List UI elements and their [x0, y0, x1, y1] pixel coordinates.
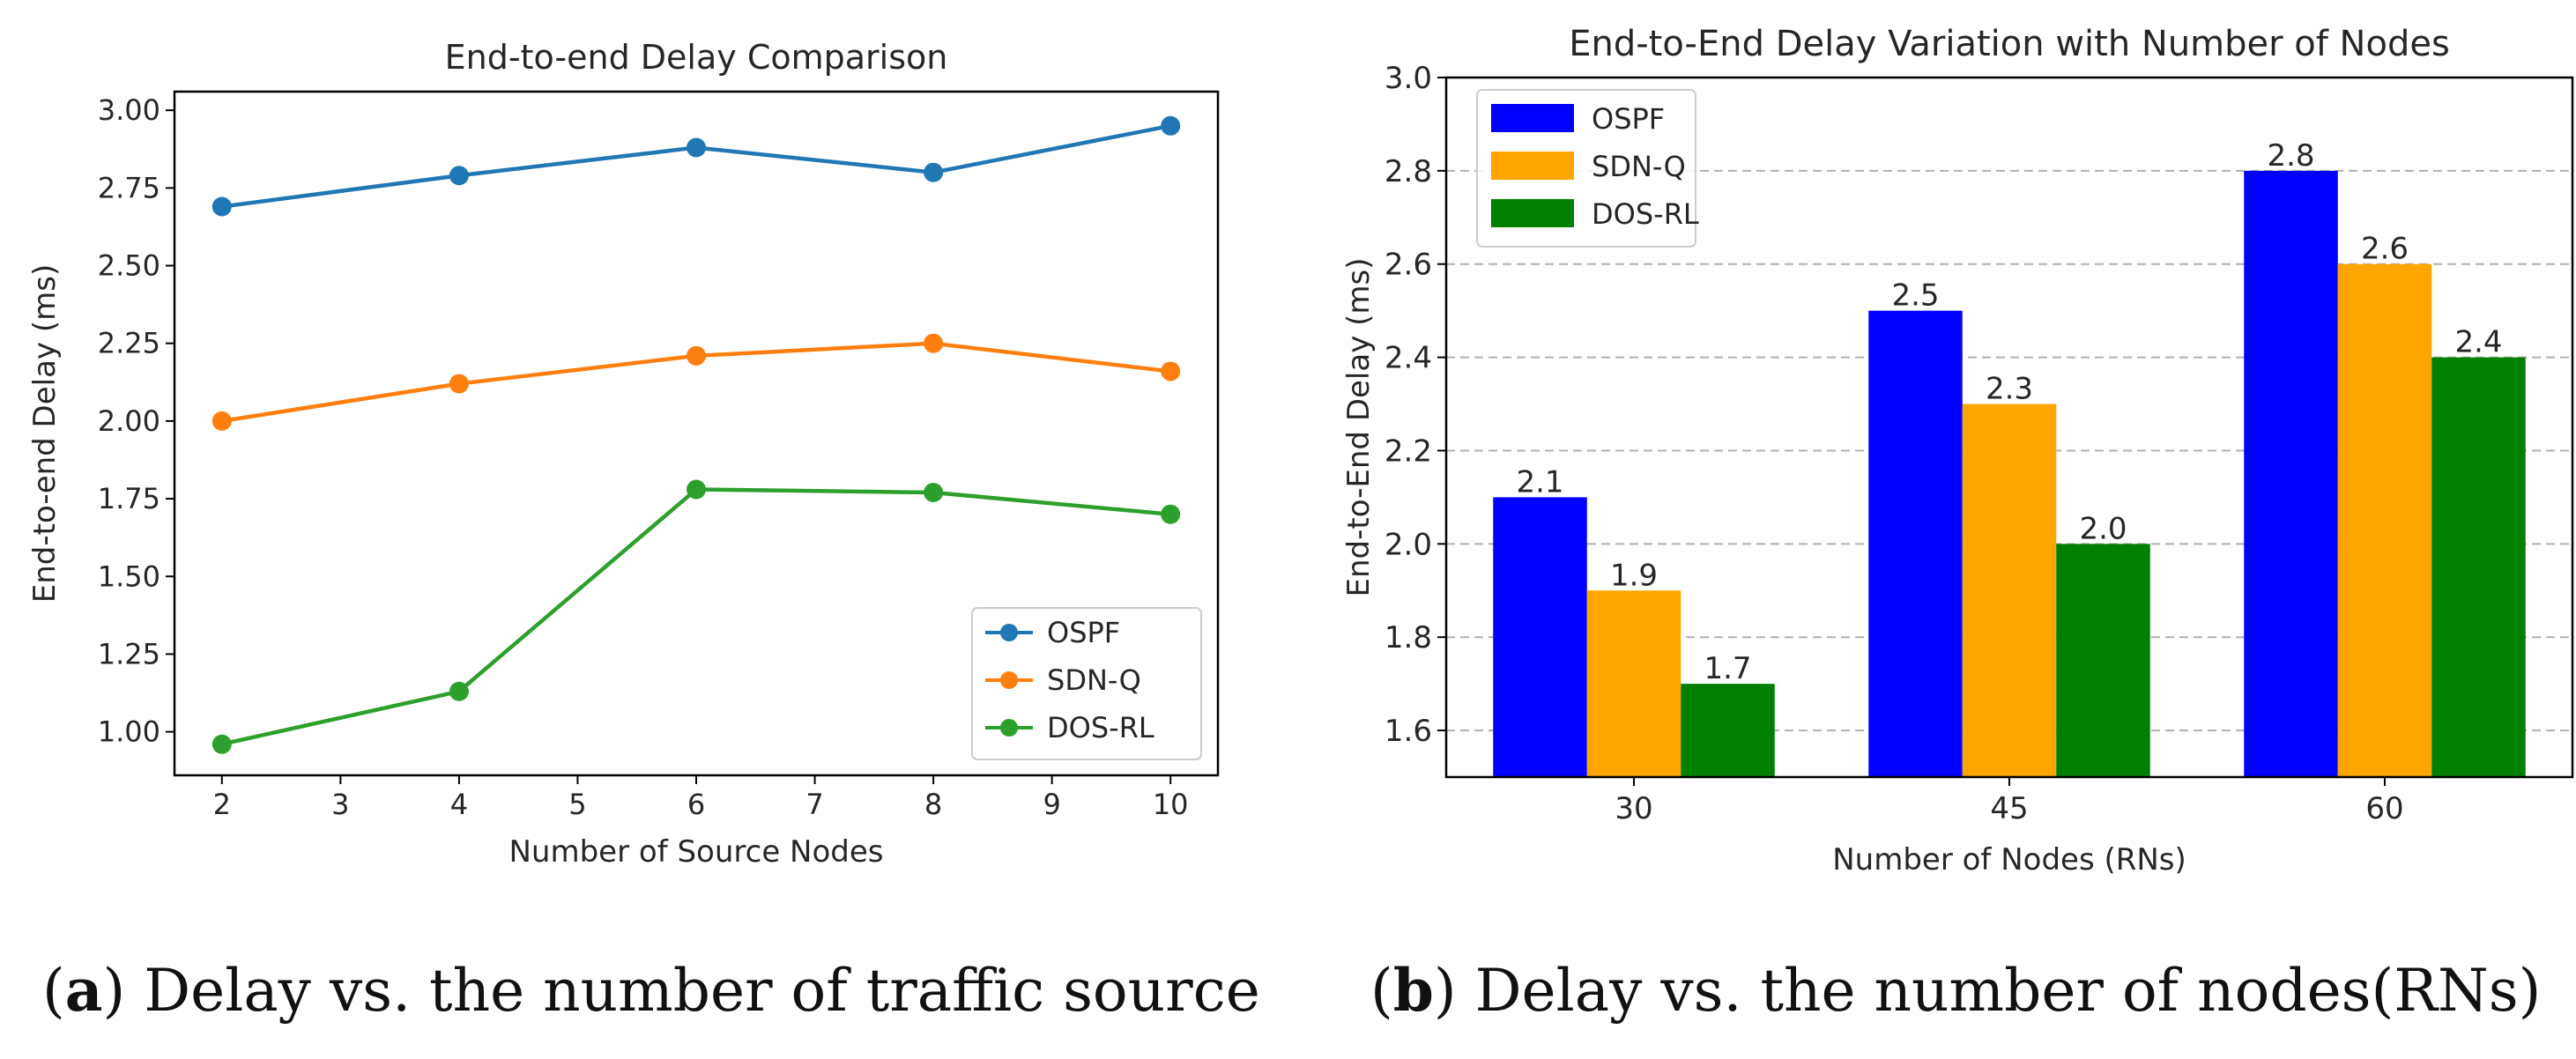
data-point-sdnq — [449, 374, 469, 394]
bar-value-label: 2.3 — [1986, 372, 2033, 407]
data-point-sdnq — [212, 411, 232, 431]
line-chart-legend: OSPF SDN-Q DOS-RL — [971, 607, 1202, 760]
y-tick-label: 2.00 — [98, 404, 160, 438]
data-point-sdnq — [1161, 361, 1181, 381]
bar-chart-x-label: Number of Nodes (RNs) — [1832, 842, 2186, 878]
bar-chart-legend: OSPF SDN-Q DOS-RL — [1476, 89, 1699, 248]
legend-label-sdnq: SDN-Q — [1047, 663, 1141, 697]
x-category-label: 45 — [1990, 791, 2028, 826]
bar-value-label: 2.6 — [2361, 232, 2409, 267]
data-point-sdnq — [924, 333, 944, 353]
y-tick-label: 2.2 — [1385, 433, 1432, 469]
y-tick-label: 2.75 — [98, 171, 160, 204]
x-tick-label: 8 — [924, 788, 942, 821]
bar-value-label: 2.8 — [2267, 138, 2314, 174]
data-point-ospf — [1161, 115, 1181, 136]
x-category-label: 60 — [2365, 791, 2403, 826]
line-chart-y-label: End-to-end Delay (ms) — [27, 264, 63, 603]
bar-value-label: 2.0 — [2079, 511, 2127, 546]
y-tick-label: 1.6 — [1385, 714, 1432, 749]
y-tick-label: 3.0 — [1385, 61, 1432, 96]
line-chart-x-axis: 2 3 4 5 6 7 8 9 10 — [213, 775, 1189, 821]
bar-chart-title: End-to-End Delay Variation with Number o… — [1569, 24, 2450, 64]
bar-dosrl — [2056, 544, 2150, 777]
data-point-ospf — [449, 166, 469, 186]
y-tick-label: 2.8 — [1385, 154, 1432, 189]
x-tick-label: 9 — [1043, 788, 1060, 821]
data-point-ospf — [687, 137, 706, 158]
legend-label-ospf: OSPF — [1047, 616, 1120, 649]
data-point-dosrl — [449, 681, 469, 701]
legend-label-ospf-bar: OSPF — [1592, 102, 1665, 136]
bar-chart-x-axis: 30 45 60 — [1615, 777, 2404, 826]
line-chart-x-label: Number of Source Nodes — [509, 834, 884, 870]
bar-value-label: 2.1 — [1516, 464, 1563, 500]
x-tick-label: 7 — [805, 788, 823, 821]
bar-dosrl — [1681, 684, 1775, 777]
x-tick-label: 4 — [450, 788, 468, 821]
legend-swatch-ospf-bar — [1491, 104, 1574, 132]
bar-ospf — [1868, 310, 1963, 778]
data-point-dosrl — [924, 483, 944, 503]
data-point-dosrl — [212, 734, 232, 754]
legend-swatch-dosrl-bar — [1491, 199, 1574, 227]
bar-value-label: 2.5 — [1891, 278, 1939, 314]
bar-ospf — [1493, 497, 1587, 777]
y-tick-label: 2.50 — [98, 249, 160, 283]
legend-label-sdnq-bar: SDN-Q — [1592, 150, 1686, 183]
line-chart: End-to-end Delay Comparison 2 3 4 5 6 7 8 9 10 1… — [27, 38, 1260, 1025]
bar-chart-y-label: End-to-End Delay (ms) — [1341, 257, 1377, 596]
data-point-dosrl — [687, 479, 706, 500]
legend-label-dosrl: DOS-RL — [1047, 711, 1154, 744]
bar-dosrl — [2431, 357, 2526, 777]
x-tick-label: 3 — [331, 788, 349, 821]
line-chart-caption-text: ) Delay vs. the number of traffic source — [103, 957, 1260, 1025]
bar-chart: End-to-End Delay Variation with Number o… — [1341, 24, 2574, 1025]
legend-marker-dosrl — [1000, 719, 1018, 737]
legend-label-dosrl-bar: DOS-RL — [1592, 197, 1699, 231]
legend-marker-sdnq — [1000, 671, 1018, 689]
y-tick-label: 2.4 — [1385, 341, 1432, 376]
line-chart-y-axis: 1.00 1.25 1.50 1.75 2.00 2.25 2.50 2.75 3.00 — [98, 93, 174, 749]
y-tick-label: 1.75 — [98, 482, 160, 515]
bar-chart-caption-label: b — [1393, 956, 1434, 1025]
y-tick-label: 1.50 — [98, 559, 160, 593]
bar-value-label: 2.4 — [2454, 325, 2502, 360]
y-tick-label: 2.0 — [1385, 527, 1432, 562]
bar-chart-y-axis: 1.6 1.8 2.0 2.2 2.4 2.6 2.8 3.0 — [1385, 61, 1446, 749]
y-tick-label: 1.00 — [98, 715, 160, 749]
y-tick-label: 1.25 — [98, 637, 160, 670]
data-point-ospf — [212, 196, 232, 217]
bar-sdnq — [2337, 263, 2432, 777]
line-chart-series-group — [212, 115, 1181, 754]
bar-value-label: 1.9 — [1610, 558, 1658, 593]
x-tick-label: 6 — [687, 788, 705, 821]
bar-chart-caption-text: ) Delay vs. the number of nodes(RNs) — [1434, 957, 2541, 1025]
bar-chart-caption: (b) Delay vs. the number of nodes(RNs) — [1370, 956, 2541, 1025]
data-point-dosrl — [1161, 504, 1181, 524]
bar-sdnq — [1586, 590, 1681, 777]
x-tick-label: 10 — [1153, 788, 1189, 821]
legend-swatch-sdnq-bar — [1491, 152, 1574, 180]
y-tick-label: 3.00 — [98, 93, 160, 127]
x-tick-label: 2 — [213, 788, 231, 821]
legend-marker-ospf — [1000, 624, 1018, 641]
bar-chart-bars-group: 2.1 2.5 2.8 1.9 2.3 2.6 1.7 2.0 2.4 — [1493, 138, 2526, 778]
x-tick-label: 5 — [568, 788, 586, 821]
line-chart-title: End-to-end Delay Comparison — [445, 38, 948, 77]
data-point-ospf — [924, 162, 944, 182]
x-category-label: 30 — [1615, 791, 1652, 826]
data-point-sdnq — [687, 345, 706, 366]
bar-ospf — [2244, 170, 2338, 777]
bar-sdnq — [1962, 404, 2057, 777]
line-chart-caption: (a) Delay vs. the number of traffic sour… — [42, 956, 1260, 1025]
y-tick-label: 2.25 — [98, 327, 160, 360]
line-chart-caption-label: a — [65, 956, 103, 1025]
y-tick-label: 1.8 — [1385, 620, 1432, 655]
y-tick-label: 2.6 — [1385, 248, 1432, 283]
bar-value-label: 1.7 — [1704, 651, 1751, 686]
line-chart-legend-box — [971, 607, 1202, 760]
